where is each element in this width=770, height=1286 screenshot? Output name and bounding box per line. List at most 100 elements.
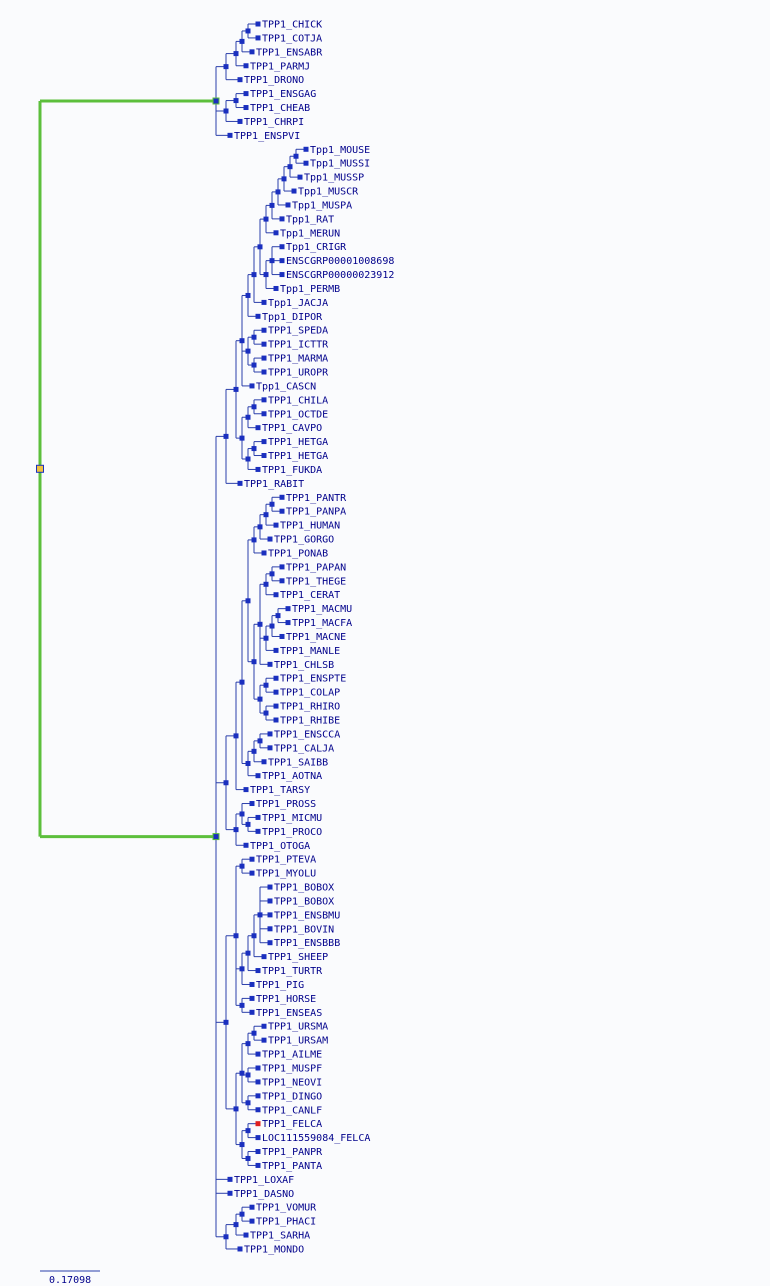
leaf-node[interactable] bbox=[267, 898, 273, 904]
leaf-node[interactable] bbox=[243, 842, 249, 848]
leaf-node[interactable] bbox=[237, 77, 243, 83]
leaf-label[interactable]: TPP1_MUSPF bbox=[262, 1064, 322, 1075]
leaf-node[interactable] bbox=[255, 1149, 261, 1155]
internal-node[interactable] bbox=[233, 98, 239, 104]
leaf-label[interactable]: TPP1_ENSPTE bbox=[280, 674, 346, 685]
internal-node[interactable] bbox=[263, 635, 269, 641]
leaf-node[interactable] bbox=[249, 1009, 255, 1015]
leaf-node[interactable] bbox=[255, 21, 261, 27]
leaf-node[interactable] bbox=[249, 981, 255, 987]
internal-node[interactable] bbox=[239, 966, 245, 972]
internal-node[interactable] bbox=[245, 821, 251, 827]
internal-node[interactable] bbox=[257, 696, 263, 702]
highlight-node[interactable] bbox=[212, 833, 220, 841]
leaf-label[interactable]: TPP1_ENSCCA bbox=[274, 729, 340, 740]
leaf-label[interactable]: TPP1_MYOLU bbox=[256, 869, 316, 880]
leaf-label[interactable]: TPP1_PIG bbox=[256, 980, 304, 991]
leaf-label[interactable]: TPP1_GORGO bbox=[274, 535, 334, 546]
leaf-node[interactable] bbox=[279, 494, 285, 500]
leaf-node[interactable] bbox=[249, 383, 255, 389]
leaf-label[interactable]: TPP1_LOXAF bbox=[234, 1175, 294, 1186]
internal-node[interactable] bbox=[281, 176, 287, 182]
leaf-label[interactable]: TPP1_RABIT bbox=[244, 479, 304, 490]
leaf-node[interactable] bbox=[255, 814, 261, 820]
leaf-node[interactable] bbox=[255, 1093, 261, 1099]
internal-node[interactable] bbox=[269, 571, 275, 577]
internal-node[interactable] bbox=[245, 950, 251, 956]
internal-node[interactable] bbox=[245, 348, 251, 354]
leaf-node[interactable] bbox=[261, 954, 267, 960]
leaf-label[interactable]: TPP1_SPEDA bbox=[268, 326, 328, 337]
leaf-node[interactable] bbox=[267, 912, 273, 918]
leaf-node[interactable] bbox=[267, 731, 273, 737]
leaf-node[interactable] bbox=[267, 661, 273, 667]
leaf-label[interactable]: TPP1_FUKDA bbox=[262, 465, 322, 476]
leaf-label[interactable]: TPP1_AOTNA bbox=[262, 771, 322, 782]
internal-node[interactable] bbox=[245, 28, 251, 34]
leaf-node[interactable] bbox=[261, 1023, 267, 1029]
internal-node[interactable] bbox=[257, 524, 263, 530]
leaf-node[interactable] bbox=[255, 773, 261, 779]
leaf-node[interactable] bbox=[227, 132, 233, 138]
leaf-label[interactable]: TPP1_HETGA bbox=[268, 437, 328, 448]
leaf-node[interactable] bbox=[297, 174, 303, 180]
internal-node[interactable] bbox=[287, 164, 293, 170]
leaf-label[interactable]: TPP1_PTEVA bbox=[256, 855, 316, 866]
internal-node[interactable] bbox=[263, 512, 269, 518]
leaf-label[interactable]: TPP1_PARMJ bbox=[250, 61, 310, 72]
internal-node[interactable] bbox=[251, 1030, 257, 1036]
leaf-node[interactable] bbox=[291, 188, 297, 194]
internal-node[interactable] bbox=[223, 108, 229, 114]
leaf-node[interactable] bbox=[273, 285, 279, 291]
leaf-node[interactable] bbox=[255, 1107, 261, 1113]
leaf-node[interactable] bbox=[261, 453, 267, 459]
leaf-node[interactable] bbox=[303, 146, 309, 152]
leaf-label[interactable]: Tpp1_MUSSP bbox=[304, 173, 364, 184]
leaf-label[interactable]: TPP1_MARMA bbox=[268, 354, 328, 365]
leaf-node[interactable] bbox=[255, 425, 261, 431]
leaf-node[interactable] bbox=[227, 1176, 233, 1182]
leaf-label[interactable]: Tpp1_MERUN bbox=[280, 228, 340, 239]
leaf-node[interactable] bbox=[243, 63, 249, 69]
internal-node[interactable] bbox=[245, 761, 251, 766]
leaf-node[interactable] bbox=[279, 216, 285, 222]
leaf-node[interactable] bbox=[243, 91, 249, 97]
leaf-node[interactable] bbox=[279, 244, 285, 250]
internal-node[interactable] bbox=[239, 1211, 245, 1217]
leaf-node[interactable] bbox=[255, 968, 261, 974]
internal-node[interactable] bbox=[233, 51, 239, 57]
leaf-node[interactable] bbox=[261, 759, 267, 765]
internal-node[interactable] bbox=[275, 613, 281, 619]
internal-node[interactable] bbox=[223, 780, 229, 786]
leaf-node[interactable] bbox=[255, 313, 261, 319]
leaf-node[interactable] bbox=[261, 299, 267, 305]
leaf-label[interactable]: TPP1_DINGO bbox=[262, 1091, 322, 1102]
internal-node[interactable] bbox=[251, 362, 257, 368]
leaf-label[interactable]: Tpp1_RAT bbox=[286, 214, 334, 225]
leaf-label[interactable]: Tpp1_MUSPA bbox=[292, 200, 352, 211]
leaf-node[interactable] bbox=[273, 675, 279, 681]
leaf-label[interactable]: TPP1_ICTTR bbox=[268, 340, 329, 351]
leaf-node[interactable] bbox=[249, 995, 255, 1001]
leaf-label[interactable]: TPP1_ENSPVI bbox=[234, 131, 300, 142]
leaf-label[interactable]: TPP1_PAPAN bbox=[286, 562, 346, 573]
leaf-label[interactable]: LOC111559084_FELCA bbox=[262, 1133, 370, 1144]
internal-node[interactable] bbox=[251, 933, 257, 939]
leaf-label[interactable]: TPP1_SARHA bbox=[250, 1231, 310, 1242]
leaf-node[interactable] bbox=[279, 633, 285, 639]
leaf-label[interactable]: TPP1_SHEEP bbox=[268, 952, 328, 963]
leaf-label[interactable]: TPP1_PROSS bbox=[256, 799, 316, 810]
leaf-label[interactable]: TPP1_THEGE bbox=[286, 576, 346, 587]
leaf-label[interactable]: TPP1_RHIBE bbox=[280, 716, 340, 727]
leaf-node[interactable] bbox=[255, 1121, 261, 1127]
leaf-node[interactable] bbox=[261, 327, 267, 333]
leaf-node[interactable] bbox=[273, 592, 279, 598]
leaf-label[interactable]: TPP1_HUMAN bbox=[280, 521, 340, 532]
leaf-label[interactable]: TPP1_PANPA bbox=[286, 507, 346, 518]
leaf-label[interactable]: TPP1_MICMU bbox=[262, 813, 322, 824]
leaf-node[interactable] bbox=[255, 1079, 261, 1085]
leaf-node[interactable] bbox=[255, 1135, 261, 1141]
internal-node[interactable] bbox=[223, 433, 229, 439]
leaf-node[interactable] bbox=[279, 564, 285, 570]
leaf-label[interactable]: TPP1_CHILA bbox=[268, 395, 328, 406]
